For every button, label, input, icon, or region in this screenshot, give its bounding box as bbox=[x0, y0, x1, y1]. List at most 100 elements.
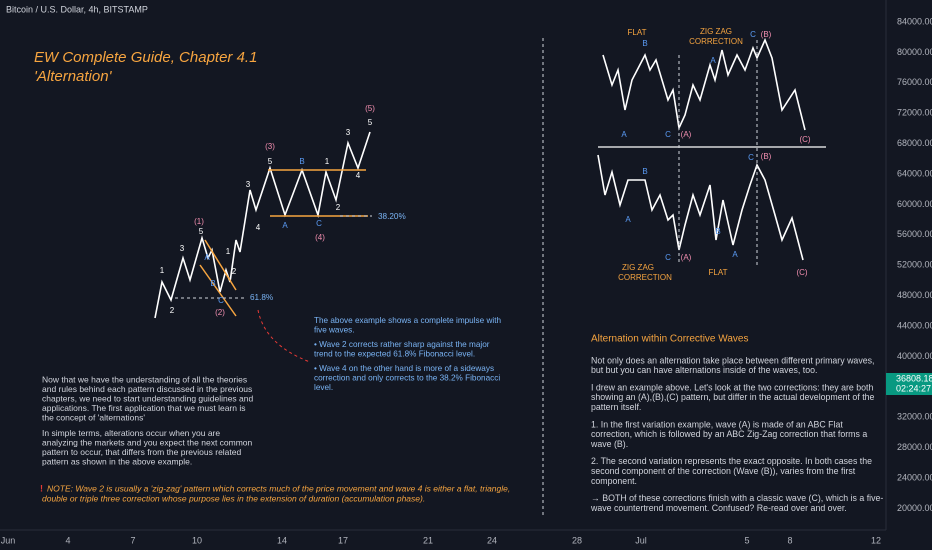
wave-label: (A) bbox=[681, 253, 692, 262]
wave-label: (4) bbox=[315, 233, 325, 242]
wave-label: C bbox=[750, 30, 756, 39]
price-tick: 24000.00 bbox=[897, 472, 932, 482]
text-line: pattern itself. bbox=[591, 402, 641, 412]
wave-label: (1) bbox=[194, 217, 204, 226]
wave-label: 3 bbox=[346, 128, 351, 137]
wave-label: (2) bbox=[215, 308, 225, 317]
wave-label: C bbox=[316, 219, 322, 228]
price-tick: 52000.00 bbox=[897, 260, 932, 270]
price-tick: 80000.00 bbox=[897, 47, 932, 57]
time-tick: 28 bbox=[572, 535, 582, 545]
fib-label: 61.8% bbox=[250, 293, 273, 302]
price-badge bbox=[886, 373, 932, 395]
text-line: wave (B). bbox=[590, 439, 628, 449]
pointer bbox=[257, 309, 311, 363]
time-tick: Jun bbox=[1, 535, 16, 545]
text-line: Now that we have the understanding of al… bbox=[42, 374, 247, 384]
wave-label: A bbox=[710, 56, 716, 65]
wave-label: A bbox=[625, 215, 631, 224]
time-tick: 7 bbox=[130, 535, 135, 545]
title: EW Complete Guide, Chapter 4.1 bbox=[34, 49, 257, 66]
fib-label: 38.20% bbox=[378, 212, 406, 221]
wave-label: B bbox=[299, 157, 304, 166]
price-tick: 48000.00 bbox=[897, 290, 932, 300]
time-tick: 21 bbox=[423, 535, 433, 545]
note-line: The above example shows a complete impul… bbox=[314, 316, 501, 325]
price-tick: 76000.00 bbox=[897, 77, 932, 87]
wave-label: A bbox=[732, 250, 738, 259]
time-tick: 4 bbox=[65, 535, 70, 545]
wave-label: 1 bbox=[226, 247, 231, 256]
wave-label: ZIG ZAG bbox=[700, 27, 732, 36]
time-tick: Jul bbox=[635, 535, 647, 545]
wave-label: B bbox=[642, 167, 647, 176]
note-line: NOTE: Wave 2 is usually a 'zig-zag' patt… bbox=[47, 483, 510, 493]
wave-label: CORRECTION bbox=[689, 37, 743, 46]
wave-label: (3) bbox=[265, 142, 275, 151]
wave-label: 3 bbox=[246, 180, 251, 189]
text-line: showing an (A),(B),(C) pattern, but diff… bbox=[591, 392, 875, 402]
wave-label: (C) bbox=[796, 268, 807, 277]
wave-label: (C) bbox=[799, 135, 810, 144]
text-line: component. bbox=[591, 476, 637, 486]
wave-label: (5) bbox=[365, 104, 375, 113]
subtitle: 'Alternation' bbox=[34, 68, 113, 85]
text-line: In simple terms, alterations occur when … bbox=[42, 428, 220, 438]
countdown: 02:24:27 bbox=[896, 383, 931, 393]
text-line: wave countertrend movement. Confused? Re… bbox=[590, 503, 847, 513]
wave-label: A bbox=[204, 253, 210, 262]
wave-label: 2 bbox=[170, 306, 175, 315]
text-line: and rules behind each pattern discussed … bbox=[42, 384, 252, 394]
wave-label: B bbox=[642, 39, 647, 48]
note-line: trend to the expected 61.8% Fibonacci le… bbox=[314, 350, 475, 359]
wave-label: 1 bbox=[160, 266, 165, 275]
wave-label: 3 bbox=[180, 244, 185, 253]
wave-label: C bbox=[665, 130, 671, 139]
price-tick: 68000.00 bbox=[897, 138, 932, 148]
wedge-line bbox=[199, 264, 237, 317]
note-line: • Wave 2 corrects rather sharp against t… bbox=[314, 340, 490, 349]
section-title: Alternation within Corrective Waves bbox=[591, 334, 748, 345]
price-tick: 56000.00 bbox=[897, 229, 932, 239]
zigzag-flat-wave bbox=[597, 154, 804, 261]
text-line: 1. In the first variation example, wave … bbox=[591, 419, 843, 429]
wave-label: 5 bbox=[368, 118, 373, 127]
last-price: 36808.18 bbox=[896, 373, 932, 383]
time-tick: 24 bbox=[487, 535, 497, 545]
price-tick: 28000.00 bbox=[897, 442, 932, 452]
note-line: five waves. bbox=[314, 326, 355, 335]
wave-label: 2 bbox=[232, 267, 237, 276]
text-line: second component of the correction (Wave… bbox=[591, 466, 856, 476]
time-tick: 8 bbox=[787, 535, 792, 545]
text-line: Not only does an alternation take place … bbox=[591, 355, 874, 365]
price-tick: 60000.00 bbox=[897, 199, 932, 209]
note-marker: ! bbox=[40, 483, 43, 493]
wave-label: (B) bbox=[761, 30, 772, 39]
price-tick: 20000.00 bbox=[897, 503, 932, 513]
time-tick: 12 bbox=[871, 535, 881, 545]
wave-label: ZIG ZAG bbox=[622, 263, 654, 272]
price-tick: 84000.00 bbox=[897, 16, 932, 26]
note-line: double or triple three correction whose … bbox=[42, 493, 425, 503]
impulse-wave bbox=[154, 131, 371, 319]
wedge-line bbox=[204, 239, 237, 291]
wave-label: C bbox=[218, 296, 224, 305]
price-tick: 72000.00 bbox=[897, 108, 932, 118]
wave-label: B bbox=[715, 227, 720, 236]
wave-label: CORRECTION bbox=[618, 273, 672, 282]
price-tick: 40000.00 bbox=[897, 351, 932, 361]
text-line: → BOTH of these corrections finish with … bbox=[591, 493, 883, 503]
wave-label: 5 bbox=[199, 227, 204, 236]
wave-label: FLAT bbox=[709, 268, 728, 277]
flat-zigzag-wave bbox=[602, 37, 806, 131]
time-tick: 14 bbox=[277, 535, 287, 545]
text-line: 2. The second variation represents the e… bbox=[591, 456, 872, 466]
wave-label: 2 bbox=[336, 203, 341, 212]
text-line: pattern as shown in the above example. bbox=[42, 456, 192, 466]
wave-label: (A) bbox=[681, 130, 692, 139]
wave-label: A bbox=[282, 221, 288, 230]
text-line: the concept of 'alternations' bbox=[42, 412, 145, 422]
wave-label: 4 bbox=[356, 171, 361, 180]
note-line: level. bbox=[314, 383, 333, 392]
